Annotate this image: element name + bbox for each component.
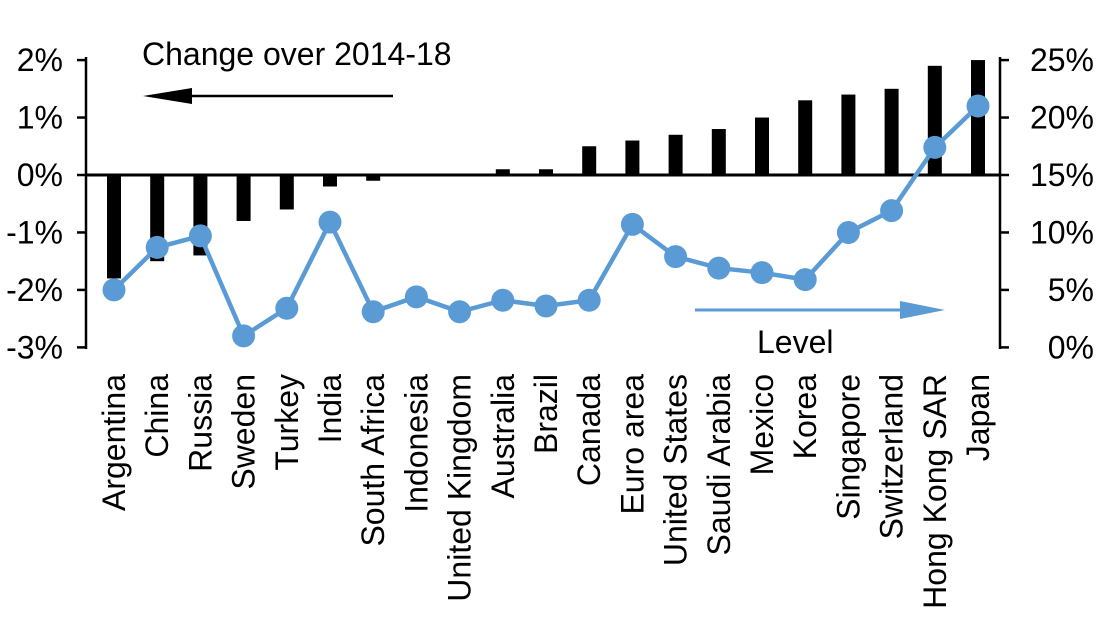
bar-series-label: Change over 2014-18: [142, 36, 452, 72]
bar-canada: [582, 146, 597, 175]
bar-saudi-arabia: [711, 129, 726, 175]
right-axis-tick-label: 15%: [1030, 157, 1094, 193]
dot-united-kingdom: [448, 300, 472, 324]
left-axis-tick-label: -1%: [6, 214, 63, 250]
line-series-label: Level: [757, 324, 834, 360]
right-axis-tick-label: 10%: [1030, 214, 1094, 250]
category-label: Singapore: [830, 374, 866, 520]
dot-singapore: [836, 220, 860, 244]
right-axis-tick-label: 25%: [1030, 42, 1094, 78]
bar-euro-area: [625, 140, 640, 175]
dot-argentina: [102, 278, 126, 302]
left-axis-tick-label: -2%: [6, 272, 63, 308]
category-label: Argentina: [96, 374, 132, 511]
category-label: Sweden: [226, 374, 262, 490]
category-label: Indonesia: [398, 374, 434, 513]
category-label: Hong Kong SAR: [917, 374, 953, 609]
dot-brazil: [534, 294, 558, 318]
right-axis-tick-label: 20%: [1030, 100, 1094, 136]
bar-sweden: [236, 175, 251, 221]
bar-brazil: [539, 169, 553, 175]
dot-india: [318, 210, 342, 234]
dot-euro-area: [620, 212, 644, 236]
left-axis-tick-label: -3%: [6, 329, 63, 365]
category-label: Brazil: [528, 374, 564, 454]
dot-hong-kong-sar: [923, 135, 947, 159]
dot-united-states: [664, 245, 688, 269]
category-label: China: [139, 374, 175, 458]
right-axis-tick-label: 0%: [1048, 329, 1094, 365]
right-arrow-icon: [900, 301, 945, 319]
bar-india: [323, 175, 337, 187]
left-axis-tick-label: 2%: [17, 42, 63, 78]
bar-mexico: [755, 117, 769, 175]
bar-korea: [798, 100, 813, 175]
dot-australia: [491, 288, 515, 312]
category-label: Saudi Arabia: [701, 374, 737, 556]
category-label: Japan: [960, 374, 996, 461]
dot-mexico: [750, 261, 774, 285]
dot-saudi-arabia: [707, 256, 731, 280]
bar-south-africa: [366, 175, 381, 181]
category-label: Mexico: [744, 374, 780, 475]
category-label: Russia: [182, 374, 218, 472]
dot-japan: [966, 94, 990, 118]
category-label: India: [312, 374, 348, 444]
dot-sweden: [232, 324, 256, 348]
category-label: South Africa: [355, 374, 391, 547]
dot-canada: [577, 288, 601, 312]
left-axis-tick-label: 0%: [17, 157, 63, 193]
category-label: Euro area: [614, 374, 650, 515]
bar-singapore: [841, 94, 856, 175]
category-label: Turkey: [269, 374, 305, 471]
bar-argentina: [107, 175, 121, 279]
dot-china: [145, 235, 169, 259]
category-label: Switzerland: [874, 374, 910, 539]
dot-switzerland: [880, 199, 904, 223]
left-axis-tick-label: 1%: [17, 100, 63, 136]
dot-indonesia: [404, 285, 428, 309]
bar-united-states: [668, 134, 683, 175]
category-label: Australia: [485, 374, 521, 499]
dot-korea: [793, 268, 817, 292]
category-label: Canada: [571, 374, 607, 486]
category-label: United Kingdom: [442, 374, 478, 602]
bar-australia: [495, 169, 510, 175]
bar-switzerland: [884, 88, 899, 175]
category-label: Korea: [787, 374, 823, 460]
category-label: United States: [658, 374, 694, 566]
bar-turkey: [279, 175, 294, 210]
dot-russia: [188, 224, 212, 248]
dot-turkey: [275, 296, 299, 320]
dot-south-africa: [361, 300, 385, 324]
right-axis-tick-label: 5%: [1048, 272, 1094, 308]
left-arrow-icon: [143, 88, 192, 104]
